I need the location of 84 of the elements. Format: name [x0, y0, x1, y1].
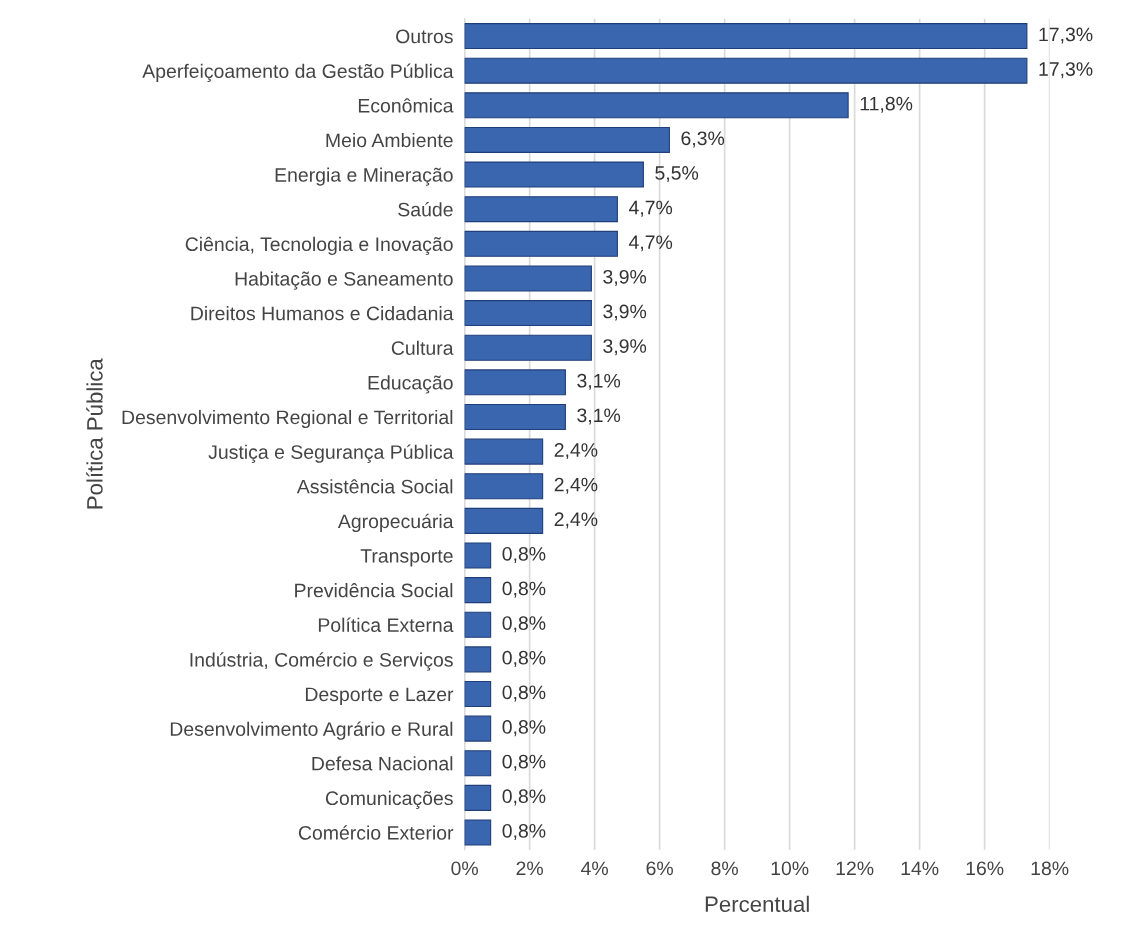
data-label: 17,3%	[1039, 27, 1093, 44]
bar	[464, 646, 492, 673]
x-tick-label: 10%	[771, 861, 809, 876]
data-label: 0,8%	[502, 720, 546, 737]
x-tick-label: 18%	[1031, 861, 1069, 876]
y-tick-label: Transporte	[360, 549, 453, 567]
bar	[464, 784, 492, 811]
y-tick-label: Desenvolvimento Agrário e Rural	[170, 721, 453, 740]
bar	[464, 403, 566, 431]
bar	[464, 750, 492, 777]
y-tick-label: Desenvolvimento Regional e Territorial	[122, 409, 453, 429]
bar	[464, 369, 566, 396]
y-tick-label: Meio Ambiente	[326, 132, 453, 148]
y-tick-label: Econômica	[358, 98, 454, 113]
bar	[464, 611, 492, 638]
y-tick-label: Aperfeiçoamento da Gestão Pública	[142, 63, 454, 82]
bar	[464, 473, 544, 500]
data-label: 3,1%	[577, 373, 621, 390]
bar	[464, 230, 618, 257]
data-label: 17,3%	[1039, 62, 1093, 79]
x-tick-label: 0%	[451, 861, 478, 876]
data-label: 3,1%	[577, 408, 621, 425]
x-tick-label: 16%	[966, 861, 1004, 876]
bar	[464, 57, 1028, 84]
y-tick-label: Outros	[396, 29, 453, 44]
x-tick-label: 14%	[901, 861, 939, 876]
data-label: 11,8%	[860, 96, 913, 113]
data-label: 0,8%	[502, 754, 546, 771]
y-tick-label: Direitos Humanos e Cidadania	[191, 306, 454, 321]
y-tick-label: Defesa Nacional	[312, 756, 453, 771]
y-tick-label: Comunicações	[325, 790, 453, 810]
bar	[464, 23, 1028, 50]
y-tick-label: Comércio Exterior	[298, 825, 454, 840]
y-tick-label: Indústria, Comércio e Serviços	[190, 652, 453, 671]
bar	[464, 196, 618, 223]
y-tick-label: Desporte e Lazer	[305, 687, 454, 706]
x-tick-label: 12%	[836, 861, 874, 876]
y-tick-label: Cultura	[391, 340, 454, 355]
x-tick-label: 8%	[711, 861, 738, 876]
data-label: 0,8%	[502, 789, 546, 806]
bar	[464, 300, 592, 327]
bar	[464, 161, 644, 188]
bar	[464, 438, 544, 465]
y-tick-label: Previdência Social	[295, 583, 453, 598]
data-label: 0,8%	[502, 650, 546, 667]
data-label: 0,8%	[502, 823, 546, 841]
y-tick-label: Assistência Social	[296, 479, 453, 494]
data-label: 4,7%	[628, 235, 673, 252]
data-label: 2,4%	[554, 443, 598, 460]
data-label: 0,8%	[502, 581, 546, 598]
bar	[464, 542, 492, 569]
x-tick-label: 6%	[646, 861, 673, 876]
bar	[464, 126, 670, 153]
y-tick-label: Energia e Mineração	[275, 167, 453, 186]
data-label: 3,9%	[603, 269, 647, 286]
bar	[464, 715, 492, 742]
data-label: 0,8%	[502, 546, 546, 564]
x-tick-label: 4%	[581, 861, 608, 876]
bar	[464, 334, 592, 361]
bar	[464, 819, 492, 846]
y-tick-label: Saúde	[398, 201, 453, 217]
data-label: 5,5%	[655, 166, 699, 183]
x-tick-label: 2%	[516, 861, 543, 876]
y-tick-label: Educação	[368, 375, 453, 394]
data-label: 0,8%	[502, 616, 546, 633]
bar	[464, 265, 592, 292]
data-label: 0,8%	[502, 685, 546, 702]
data-label: 4,7%	[628, 200, 673, 217]
bar	[464, 577, 492, 604]
y-tick-label: Habitação e Saneamento	[235, 271, 453, 290]
bar	[464, 92, 849, 119]
y-tick-label: Ciência, Tecnologia e Inovação	[185, 236, 453, 256]
y-tick-label: Agropecuária	[337, 513, 454, 533]
bar	[464, 680, 492, 708]
data-label: 2,4%	[554, 512, 598, 529]
x-axis-title: Percentual	[705, 895, 809, 913]
y-axis-title: Política Pública	[86, 358, 103, 509]
y-tick-label: Justiça e Segurança Pública	[208, 444, 454, 463]
data-label: 2,4%	[554, 477, 598, 494]
bar	[464, 507, 544, 534]
data-label: 6,3%	[681, 131, 725, 148]
data-label: 3,9%	[603, 339, 647, 356]
y-tick-label: Política Externa	[318, 617, 454, 632]
data-label: 3,9%	[603, 304, 647, 321]
